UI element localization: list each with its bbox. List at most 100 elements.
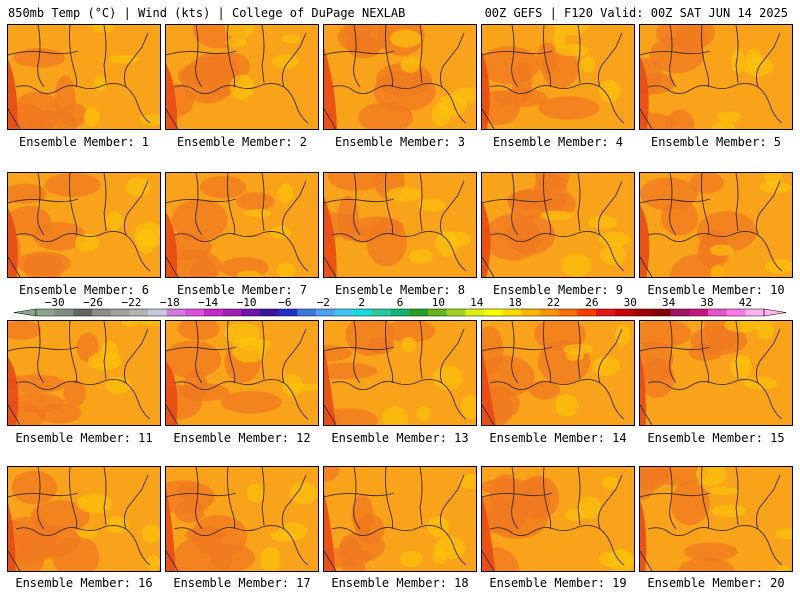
colorbar-tick-label: −10 bbox=[237, 296, 257, 309]
ensemble-member-label: Ensemble Member: 2 bbox=[176, 135, 308, 149]
colorbar-segment bbox=[316, 309, 335, 316]
ensemble-member-label: Ensemble Member: 17 bbox=[173, 576, 311, 590]
colorbar-segment bbox=[726, 309, 746, 316]
ensemble-member-label: Ensemble Member: 11 bbox=[15, 431, 153, 445]
colorbar-tick-label: 22 bbox=[547, 296, 560, 309]
temperature-field bbox=[640, 467, 792, 571]
ensemble-map-panel bbox=[481, 320, 635, 426]
colorbar-tick-label: 2 bbox=[358, 296, 365, 309]
colorbar-segment bbox=[110, 309, 130, 316]
colorbar-tick-label: −14 bbox=[198, 296, 218, 309]
colorbar-segment bbox=[297, 309, 317, 316]
colorbar-segment bbox=[614, 309, 634, 316]
colorbar-segment bbox=[596, 309, 615, 316]
ensemble-member-label: Ensemble Member: 16 bbox=[15, 576, 153, 590]
colorbar-segment bbox=[241, 309, 261, 316]
ensemble-map-panel bbox=[481, 466, 635, 572]
colorbar-segment bbox=[633, 309, 653, 316]
colorbar-high-arrow bbox=[763, 308, 787, 317]
coastline-borders bbox=[640, 173, 783, 277]
temperature-field bbox=[482, 467, 634, 571]
ensemble-map-panel bbox=[7, 466, 161, 572]
colorbar-segment bbox=[540, 309, 559, 316]
ensemble-member-label: Ensemble Member: 4 bbox=[492, 135, 624, 149]
ensemble-member-label: Ensemble Member: 10 bbox=[647, 283, 785, 297]
colorbar-low-arrow bbox=[13, 308, 37, 317]
colorbar-segment bbox=[409, 309, 429, 316]
colorbar-segment bbox=[577, 309, 597, 316]
temperature-field bbox=[166, 321, 318, 425]
colorbar-segment bbox=[334, 309, 354, 316]
coastline-borders bbox=[8, 321, 151, 425]
colorbar-segment bbox=[278, 309, 298, 316]
coastline-borders bbox=[8, 173, 151, 277]
colorbar-segment bbox=[558, 309, 578, 316]
temperature-colorbar: −30 −26 −22 −18 −14 −10 −6 −2 2 6 10 14 18 22 26 30 34 38… bbox=[13, 296, 787, 317]
ensemble-map-panel bbox=[639, 466, 793, 572]
ensemble-map-panel bbox=[481, 172, 635, 278]
coastline-borders bbox=[324, 467, 467, 571]
coastline-borders bbox=[8, 25, 151, 129]
ensemble-member-label: Ensemble Member: 1 bbox=[18, 135, 150, 149]
ensemble-map-panel bbox=[165, 466, 319, 572]
temperature-field bbox=[640, 25, 792, 129]
ensemble-map-panel bbox=[323, 24, 477, 130]
colorbar-segment bbox=[185, 309, 205, 316]
colorbar-segment bbox=[372, 309, 391, 316]
temperature-field bbox=[166, 467, 318, 571]
colorbar-tick-label: 14 bbox=[470, 296, 484, 309]
colorbar-segment bbox=[652, 309, 671, 316]
coastline-borders bbox=[640, 321, 783, 425]
coastline-borders bbox=[8, 467, 151, 571]
ensemble-map-panel bbox=[481, 24, 635, 130]
colorbar-segment bbox=[670, 309, 690, 316]
colorbar-tick-label: 10 bbox=[432, 296, 445, 309]
temperature-field bbox=[324, 25, 476, 129]
coastline-borders bbox=[166, 321, 309, 425]
ensemble-member-label: Ensemble Member: 14 bbox=[489, 431, 627, 445]
colorbar-segment bbox=[166, 309, 186, 316]
colorbar-segment bbox=[708, 309, 727, 316]
colorbar-segment bbox=[92, 309, 111, 316]
temperature-field bbox=[8, 321, 160, 425]
colorbar-segment bbox=[353, 309, 373, 316]
ensemble-map-panel bbox=[7, 172, 161, 278]
colorbar-tick-label: −6 bbox=[278, 296, 291, 309]
ensemble-map-panel bbox=[7, 24, 161, 130]
ensemble-member-label: Ensemble Member: 12 bbox=[173, 431, 311, 445]
ensemble-map-panel bbox=[639, 172, 793, 278]
colorbar-segment bbox=[502, 309, 522, 316]
temperature-field bbox=[482, 173, 634, 277]
coastline-borders bbox=[166, 25, 309, 129]
colorbar-segment bbox=[73, 309, 93, 316]
colorbar-segment bbox=[484, 309, 503, 316]
colorbar-tick-label: 30 bbox=[624, 296, 637, 309]
ensemble-member-label: Ensemble Member: 6 bbox=[18, 283, 150, 297]
ensemble-map-panel bbox=[165, 172, 319, 278]
temperature-field bbox=[8, 173, 160, 277]
ensemble-member-label: Ensemble Member: 13 bbox=[331, 431, 469, 445]
colorbar-segment bbox=[222, 309, 242, 316]
map-title: 850mb Temp (°C) | Wind (kts) | College o… bbox=[8, 6, 406, 20]
temperature-field bbox=[640, 321, 792, 425]
colorbar-segment bbox=[390, 309, 410, 316]
ensemble-member-label: Ensemble Member: 18 bbox=[331, 576, 469, 590]
colorbar-segment bbox=[465, 309, 485, 316]
colorbar-segment bbox=[54, 309, 74, 316]
colorbar-tick-label: 18 bbox=[508, 296, 521, 309]
colorbar-tick-label: −2 bbox=[317, 296, 330, 309]
colorbar-segment bbox=[446, 309, 466, 316]
colorbar-segment bbox=[521, 309, 541, 316]
ensemble-map-panel bbox=[323, 466, 477, 572]
colorbar-tick-label: −30 bbox=[45, 296, 65, 309]
coastline-borders bbox=[166, 173, 309, 277]
coastline-borders bbox=[482, 467, 625, 571]
ensemble-map-panel bbox=[165, 24, 319, 130]
coastline-borders bbox=[482, 173, 625, 277]
colorbar-segment bbox=[745, 309, 765, 316]
coastline-borders bbox=[324, 321, 467, 425]
ensemble-map-panel bbox=[165, 320, 319, 426]
colorbar-tick-label: 6 bbox=[397, 296, 404, 309]
run-valid-time: 00Z GEFS | F120 Valid: 00Z SAT JUN 14 20… bbox=[484, 6, 788, 20]
colorbar-tick-label: 38 bbox=[700, 296, 713, 309]
